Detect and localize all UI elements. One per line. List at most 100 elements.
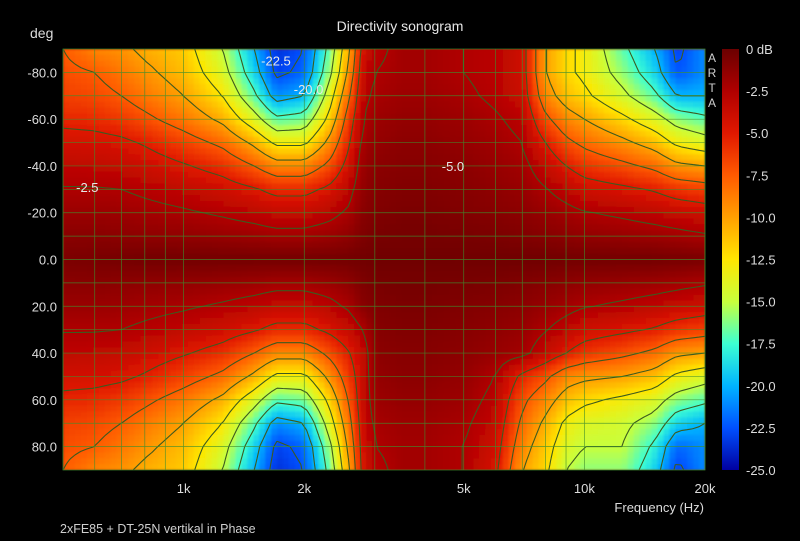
heatmap-cell — [199, 306, 207, 313]
heatmap-cell — [687, 125, 694, 132]
heatmap-cell — [485, 125, 492, 132]
heatmap-cell — [574, 107, 581, 114]
heatmap-cell — [211, 236, 219, 243]
heatmap-cell — [663, 253, 670, 261]
heatmap-cell — [205, 241, 213, 249]
heatmap-cell — [336, 195, 343, 202]
heatmap-cell — [425, 230, 433, 237]
heatmap-cell — [609, 230, 617, 237]
heatmap-cell — [318, 294, 326, 302]
heatmap-cell — [413, 288, 421, 296]
heatmap-cell — [116, 66, 124, 73]
heatmap-cell — [68, 136, 76, 144]
heatmap-cell — [657, 107, 664, 114]
heatmap-cell — [134, 253, 141, 261]
heatmap-cell — [181, 84, 189, 91]
heatmap-cell — [401, 300, 409, 307]
heatmap-cell — [568, 66, 575, 73]
heatmap-cell — [473, 230, 480, 237]
heatmap-cell — [170, 119, 177, 126]
heatmap-cell — [425, 66, 433, 73]
heatmap-cell — [550, 259, 557, 266]
heatmap-cell — [443, 218, 450, 226]
heatmap-cell — [348, 49, 355, 56]
heatmap-cell — [657, 49, 664, 56]
heatmap-cell — [223, 288, 231, 296]
heatmap-cell — [116, 160, 124, 167]
heatmap-cell — [544, 101, 552, 109]
heatmap-cell — [621, 66, 629, 73]
heatmap-cell — [496, 154, 504, 161]
heatmap-cell — [496, 78, 504, 85]
heatmap-cell — [294, 224, 302, 231]
heatmap-cell — [485, 288, 492, 296]
heatmap-cell — [663, 312, 670, 319]
heatmap-cell — [259, 101, 266, 109]
heatmap-cell — [110, 78, 118, 85]
heatmap-cell — [520, 312, 528, 319]
heatmap-cell — [449, 282, 456, 290]
heatmap-cell — [253, 224, 260, 231]
heatmap-cell — [508, 288, 516, 296]
heatmap-cell — [63, 119, 70, 126]
heatmap-cell — [116, 89, 124, 97]
heatmap-cell — [580, 206, 587, 214]
heatmap-cell — [544, 130, 552, 138]
heatmap-cell — [140, 125, 147, 132]
heatmap-cell — [63, 306, 70, 313]
heatmap-cell — [633, 201, 641, 208]
heatmap-cell — [205, 247, 213, 255]
heatmap-cell — [550, 288, 557, 296]
heatmap-cell — [580, 241, 587, 249]
heatmap-cell — [128, 119, 135, 126]
heatmap-cell — [134, 66, 141, 73]
heatmap-cell — [312, 136, 320, 144]
heatmap-cell — [413, 294, 421, 302]
heatmap-cell — [669, 49, 676, 56]
heatmap-cell — [86, 113, 94, 120]
heatmap-cell — [496, 177, 504, 185]
heatmap-cell — [443, 60, 450, 68]
heatmap-cell — [496, 218, 504, 226]
heatmap-cell — [431, 230, 439, 237]
heatmap-cell — [645, 306, 653, 313]
heatmap-cell — [461, 183, 468, 190]
heatmap-cell — [645, 113, 653, 120]
heatmap-cell — [609, 60, 617, 68]
heatmap-cell — [175, 224, 183, 231]
heatmap-cell — [556, 230, 563, 237]
heatmap-cell — [348, 224, 355, 231]
heatmap-cell — [241, 154, 248, 161]
heatmap-cell — [294, 72, 302, 79]
heatmap-cell — [223, 136, 231, 144]
heatmap-cell — [431, 142, 439, 150]
heatmap-cell — [253, 125, 260, 132]
heatmap-cell — [651, 119, 659, 126]
heatmap-cell — [514, 294, 522, 302]
heatmap-cell — [86, 78, 94, 85]
heatmap-cell — [669, 288, 676, 296]
heatmap-cell — [651, 259, 659, 266]
heatmap-cell — [538, 277, 546, 284]
heatmap-cell — [384, 294, 391, 302]
heatmap-cell — [687, 236, 694, 243]
heatmap-cell — [389, 306, 397, 313]
heatmap-cell — [675, 218, 682, 226]
heatmap-cell — [235, 101, 242, 109]
heatmap-cell — [645, 288, 653, 296]
heatmap-cell — [247, 125, 254, 132]
heatmap-cell — [288, 101, 296, 109]
heatmap-cell — [633, 241, 641, 249]
heatmap-cell — [592, 130, 599, 138]
heatmap-cell — [259, 130, 266, 138]
heatmap-cell — [615, 282, 623, 290]
heatmap-cell — [556, 201, 563, 208]
heatmap-cell — [479, 306, 486, 313]
heatmap-cell — [181, 148, 189, 155]
heatmap-cell — [401, 95, 409, 103]
heatmap-cell — [68, 177, 76, 185]
heatmap-cell — [699, 288, 705, 296]
heatmap-cell — [592, 230, 599, 237]
heatmap-cell — [306, 183, 314, 190]
heatmap-cell — [603, 130, 611, 138]
